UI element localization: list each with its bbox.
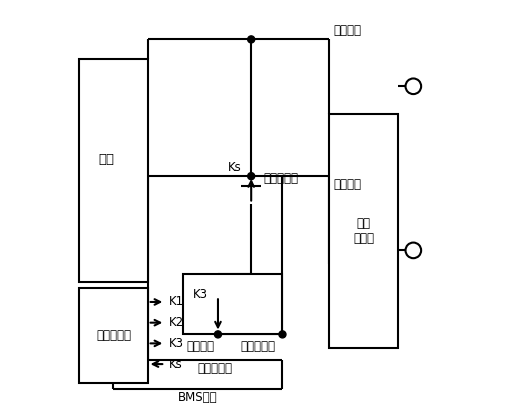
Text: 电源开关: 电源开关 xyxy=(186,340,215,353)
Circle shape xyxy=(248,173,255,179)
Circle shape xyxy=(406,79,421,94)
Text: K1: K1 xyxy=(169,295,184,309)
Text: 负极母线: 负极母线 xyxy=(333,178,361,191)
Text: 负极电源线: 负极电源线 xyxy=(197,362,233,375)
Text: K2: K2 xyxy=(169,316,184,329)
Bar xyxy=(183,274,282,335)
Bar xyxy=(329,114,398,348)
Circle shape xyxy=(406,243,421,258)
Text: BMS供电: BMS供电 xyxy=(178,391,218,404)
Circle shape xyxy=(214,331,222,338)
Text: 电池: 电池 xyxy=(98,153,114,166)
Text: 冷启动按钮: 冷启动按钮 xyxy=(263,172,298,185)
Text: K3: K3 xyxy=(193,288,208,301)
Text: 正极母线: 正极母线 xyxy=(333,24,361,37)
Bar xyxy=(79,287,148,383)
Text: 正极电源线: 正极电源线 xyxy=(240,340,276,353)
Text: 双向
变流器: 双向 变流器 xyxy=(353,217,374,245)
Bar xyxy=(79,59,148,282)
Text: Ks: Ks xyxy=(228,161,241,174)
Text: 电池管理器: 电池管理器 xyxy=(96,329,131,342)
Circle shape xyxy=(279,331,286,338)
Text: K3: K3 xyxy=(169,337,184,350)
Circle shape xyxy=(248,36,255,43)
Text: Ks: Ks xyxy=(169,358,183,371)
